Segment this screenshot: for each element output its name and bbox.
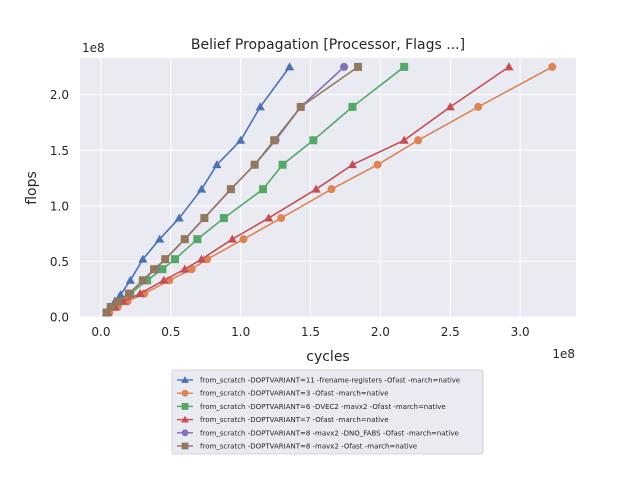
data-point: [474, 102, 483, 111]
legend-item: from_scratch -DOPTVARIANT=6 -DVEC2 -mavx…: [177, 403, 446, 411]
legend-marker: [181, 403, 189, 410]
data-point: [236, 135, 246, 144]
data-point: [399, 135, 409, 144]
data-point: [171, 255, 180, 264]
data-point: [445, 102, 455, 111]
data-point: [309, 136, 318, 145]
data-point: [138, 254, 148, 263]
data-point: [270, 136, 279, 145]
legend-marker: [181, 429, 189, 437]
data-point: [296, 102, 305, 111]
y-tick-label: 1.5: [50, 144, 69, 158]
legend-label: from_scratch -DOPTVARIANT=7 -Ofast -marc…: [200, 416, 389, 424]
data-point: [504, 62, 514, 71]
data-point: [227, 234, 237, 243]
data-point: [196, 184, 207, 193]
y-scale-label: 1e8: [82, 41, 105, 55]
y-tick-label: 0.0: [50, 311, 69, 325]
legend-item: from_scratch -DOPTVARIANT=7 -Ofast -marc…: [177, 415, 389, 424]
x-axis-label: cycles: [306, 349, 349, 365]
x-tick-label: 0.5: [161, 325, 180, 339]
x-tick-label: 3.0: [511, 325, 530, 339]
legend: from_scratch -DOPTVARIANT=11 -frename-re…: [171, 369, 484, 455]
data-point: [124, 289, 133, 298]
data-point: [212, 160, 222, 169]
data-point: [102, 308, 111, 317]
legend-item: from_scratch -DOPTVARIANT=8 -mavx2 -DNO_…: [177, 429, 459, 437]
data-point: [174, 213, 184, 222]
data-point: [219, 214, 228, 223]
data-point: [250, 160, 259, 169]
legend-label: from_scratch -DOPTVARIANT=6 -DVEC2 -mavx…: [200, 403, 446, 411]
data-point: [138, 276, 147, 285]
data-point: [196, 254, 207, 263]
data-point: [255, 102, 265, 111]
legend-label: from_scratch -DOPTVARIANT=8 -mavx2 -DNO_…: [200, 429, 459, 437]
data-point: [414, 136, 423, 145]
y-tick-labels: 0.0 0.5 1.0 1.5 2.0: [50, 88, 69, 324]
legend-frame: [171, 369, 484, 455]
data-point: [340, 62, 349, 71]
data-point: [259, 185, 268, 194]
data-point: [193, 235, 202, 244]
data-point: [125, 275, 135, 284]
x-tick-labels: 0.0 0.5 1.0 1.5 2.0 2.5 3.0: [91, 325, 529, 339]
legend-item: from_scratch -DOPTVARIANT=3 -Ofast -marc…: [177, 390, 389, 398]
x-tick-label: 1.5: [301, 325, 320, 339]
data-point: [348, 102, 357, 111]
data-point: [327, 185, 336, 194]
data-point: [161, 255, 170, 264]
data-point: [226, 185, 235, 194]
y-tick-label: 0.5: [50, 255, 69, 269]
legend-items: from_scratch -DOPTVARIANT=11 -frename-re…: [177, 376, 460, 451]
data-point: [143, 276, 152, 285]
data-point: [113, 297, 122, 306]
x-tick-label: 1.0: [231, 325, 250, 339]
data-point: [200, 214, 209, 223]
x-scale-label: 1e8: [552, 347, 575, 361]
data-point: [150, 265, 159, 274]
x-tick-label: 2.5: [441, 325, 460, 339]
data-point: [278, 160, 287, 169]
data-point: [106, 302, 115, 311]
chart-title: Belief Propagation [Processor, Flags ...…: [191, 37, 465, 53]
x-tick-label: 2.0: [371, 325, 390, 339]
data-point: [354, 62, 363, 71]
data-point: [158, 265, 167, 274]
y-axis-label: flops: [24, 171, 40, 205]
series-group: [101, 62, 557, 317]
series-6: [102, 62, 363, 317]
data-point: [373, 160, 382, 169]
x-tick-label: 0.0: [91, 325, 110, 339]
legend-item: from_scratch -DOPTVARIANT=8 -mavx2 -Ofas…: [177, 443, 417, 451]
legend-item: from_scratch -DOPTVARIANT=11 -frename-re…: [177, 376, 460, 385]
data-point: [264, 213, 274, 222]
data-point: [180, 235, 189, 244]
data-point: [159, 275, 169, 284]
legend-label: from_scratch -DOPTVARIANT=3 -Ofast -marc…: [200, 390, 389, 398]
data-point: [311, 184, 321, 193]
y-tick-label: 2.0: [50, 88, 69, 102]
legend-marker: [181, 389, 189, 397]
legend-marker: [181, 442, 189, 450]
legend-marker: [181, 376, 189, 383]
data-point: [115, 290, 126, 299]
data-point: [180, 264, 190, 273]
data-point: [284, 62, 295, 71]
data-point: [187, 265, 196, 274]
y-tick-label: 1.0: [50, 199, 69, 213]
data-point: [155, 234, 165, 243]
data-point: [548, 62, 557, 71]
data-point: [347, 160, 358, 169]
legend-label: from_scratch -DOPTVARIANT=8 -mavx2 -Ofas…: [200, 443, 417, 451]
series-line: [107, 66, 510, 314]
legend-label: from_scratch -DOPTVARIANT=11 -frename-re…: [200, 377, 460, 385]
data-point: [135, 289, 145, 298]
data-point: [400, 62, 409, 71]
legend-marker: [181, 415, 189, 423]
data-point: [277, 214, 286, 223]
data-point: [239, 235, 248, 244]
